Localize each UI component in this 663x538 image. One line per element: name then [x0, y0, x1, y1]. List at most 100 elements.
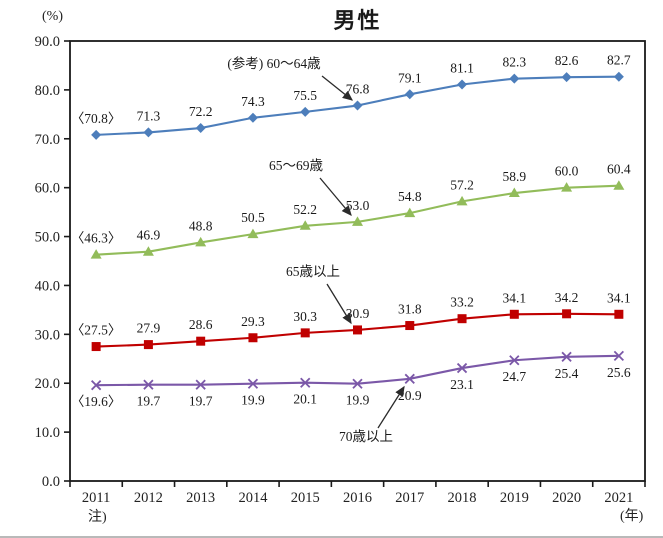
data-point-marker [143, 127, 154, 138]
value-label: 82.6 [555, 53, 579, 68]
data-point-marker [405, 321, 415, 331]
data-point-marker [404, 207, 416, 218]
x-axis-year-label: 2020 [552, 490, 581, 506]
value-label: 19.9 [346, 393, 370, 408]
data-point-marker [509, 355, 520, 366]
value-label: 25.6 [607, 365, 631, 380]
data-point-marker [90, 380, 102, 391]
value-label: 28.6 [189, 317, 213, 332]
value-label: 79.1 [398, 70, 422, 85]
y-axis-tick-label: 20.0 [35, 376, 60, 392]
value-label: 19.7 [137, 394, 161, 409]
value-label: 31.8 [398, 302, 422, 317]
data-point-marker [561, 72, 572, 83]
value-label: 46.9 [137, 228, 161, 243]
data-point-marker [90, 249, 102, 259]
data-point-marker [299, 220, 311, 230]
annotation-label: (参考) 60〜64歳 [227, 55, 321, 71]
data-point-marker [353, 325, 362, 335]
value-label: 24.7 [503, 369, 527, 384]
data-point-marker [143, 340, 153, 350]
value-label: 〈70.8〉 [71, 111, 122, 126]
data-point-marker [457, 314, 467, 324]
value-label: 81.1 [450, 61, 474, 76]
value-label: 76.8 [346, 82, 370, 97]
x-axis-year-label: 2011 [82, 490, 110, 506]
y-axis-tick-label: 10.0 [35, 425, 60, 441]
annotation-label: 70歳以上 [339, 429, 393, 444]
data-point-marker [404, 373, 415, 384]
plot-frame [69, 40, 646, 482]
annotation-label: 65〜69歳 [269, 158, 323, 173]
x-axis-year-label: 2015 [291, 490, 320, 506]
x-axis-year-label: 2014 [238, 490, 268, 506]
value-label: 30.3 [293, 309, 317, 324]
data-point-marker [613, 180, 625, 190]
data-point-marker [300, 328, 310, 338]
value-label: 〈27.5〉 [71, 323, 122, 338]
value-label: 50.5 [241, 210, 265, 225]
x-axis-year-label: 2017 [395, 490, 424, 506]
data-point-marker [352, 378, 363, 389]
x-axis-note: 注) [88, 510, 107, 525]
value-label: 19.9 [241, 393, 265, 408]
value-label: 23.1 [450, 377, 474, 392]
value-label: 34.2 [555, 290, 579, 305]
series-line-70歳以上 [96, 354, 619, 387]
data-point-marker [196, 336, 206, 346]
y-axis-tick-label: 30.0 [35, 327, 60, 343]
data-point-marker [509, 73, 520, 84]
data-point-marker [614, 309, 624, 319]
value-label: 29.3 [241, 314, 265, 329]
data-point-marker [300, 377, 311, 388]
annotation-arrow [377, 385, 405, 429]
value-label: 82.3 [503, 55, 527, 70]
x-axis-year-label: 2012 [134, 490, 163, 506]
y-axis-tick-label: 40.0 [35, 278, 60, 294]
value-label: 〈46.3〉 [71, 231, 122, 246]
x-axis-year-label: 2019 [500, 490, 529, 506]
y-axis-tick-label: 60.0 [35, 181, 60, 197]
value-label: 74.3 [241, 94, 265, 109]
x-axis-year-label: 2018 [448, 490, 477, 506]
value-label: 34.1 [503, 290, 527, 305]
data-point-marker [248, 333, 258, 343]
y-axis-unit-label: (%) [42, 9, 63, 24]
value-label: 〈19.6〉 [71, 394, 122, 409]
data-point-marker [508, 187, 520, 198]
y-axis-tick-label: 50.0 [35, 230, 60, 246]
value-label: 20.1 [293, 392, 317, 407]
data-point-marker [195, 379, 206, 390]
value-label: 58.9 [503, 169, 527, 184]
data-point-marker [91, 129, 102, 140]
annotation-arrow [326, 283, 352, 325]
x-axis-year-label: 2016 [343, 490, 372, 506]
data-point-marker [143, 379, 154, 390]
data-point-marker [91, 342, 101, 352]
value-label: 57.2 [450, 177, 474, 192]
value-label: 25.4 [555, 366, 579, 381]
value-label: 75.5 [293, 88, 317, 103]
data-point-marker [300, 106, 311, 117]
annotation-arrow [321, 75, 354, 101]
data-point-marker [352, 100, 363, 111]
data-point-marker [456, 362, 468, 374]
value-label: 53.0 [346, 198, 370, 213]
chart-title: 男性 [333, 8, 382, 33]
annotation-arrow [319, 177, 352, 216]
value-label: 60.4 [607, 162, 631, 177]
y-axis-tick-label: 80.0 [35, 83, 60, 99]
y-axis-tick-label: 0.0 [42, 474, 60, 490]
data-point-marker [195, 236, 207, 247]
data-point-marker [404, 89, 415, 100]
data-point-marker [456, 195, 468, 206]
value-label: 72.2 [189, 104, 213, 119]
data-point-marker [142, 246, 154, 256]
data-point-marker [509, 309, 519, 319]
value-label: 52.2 [293, 202, 317, 217]
value-label: 48.8 [189, 218, 213, 233]
value-label: 54.8 [398, 189, 422, 204]
data-point-marker [613, 71, 624, 82]
